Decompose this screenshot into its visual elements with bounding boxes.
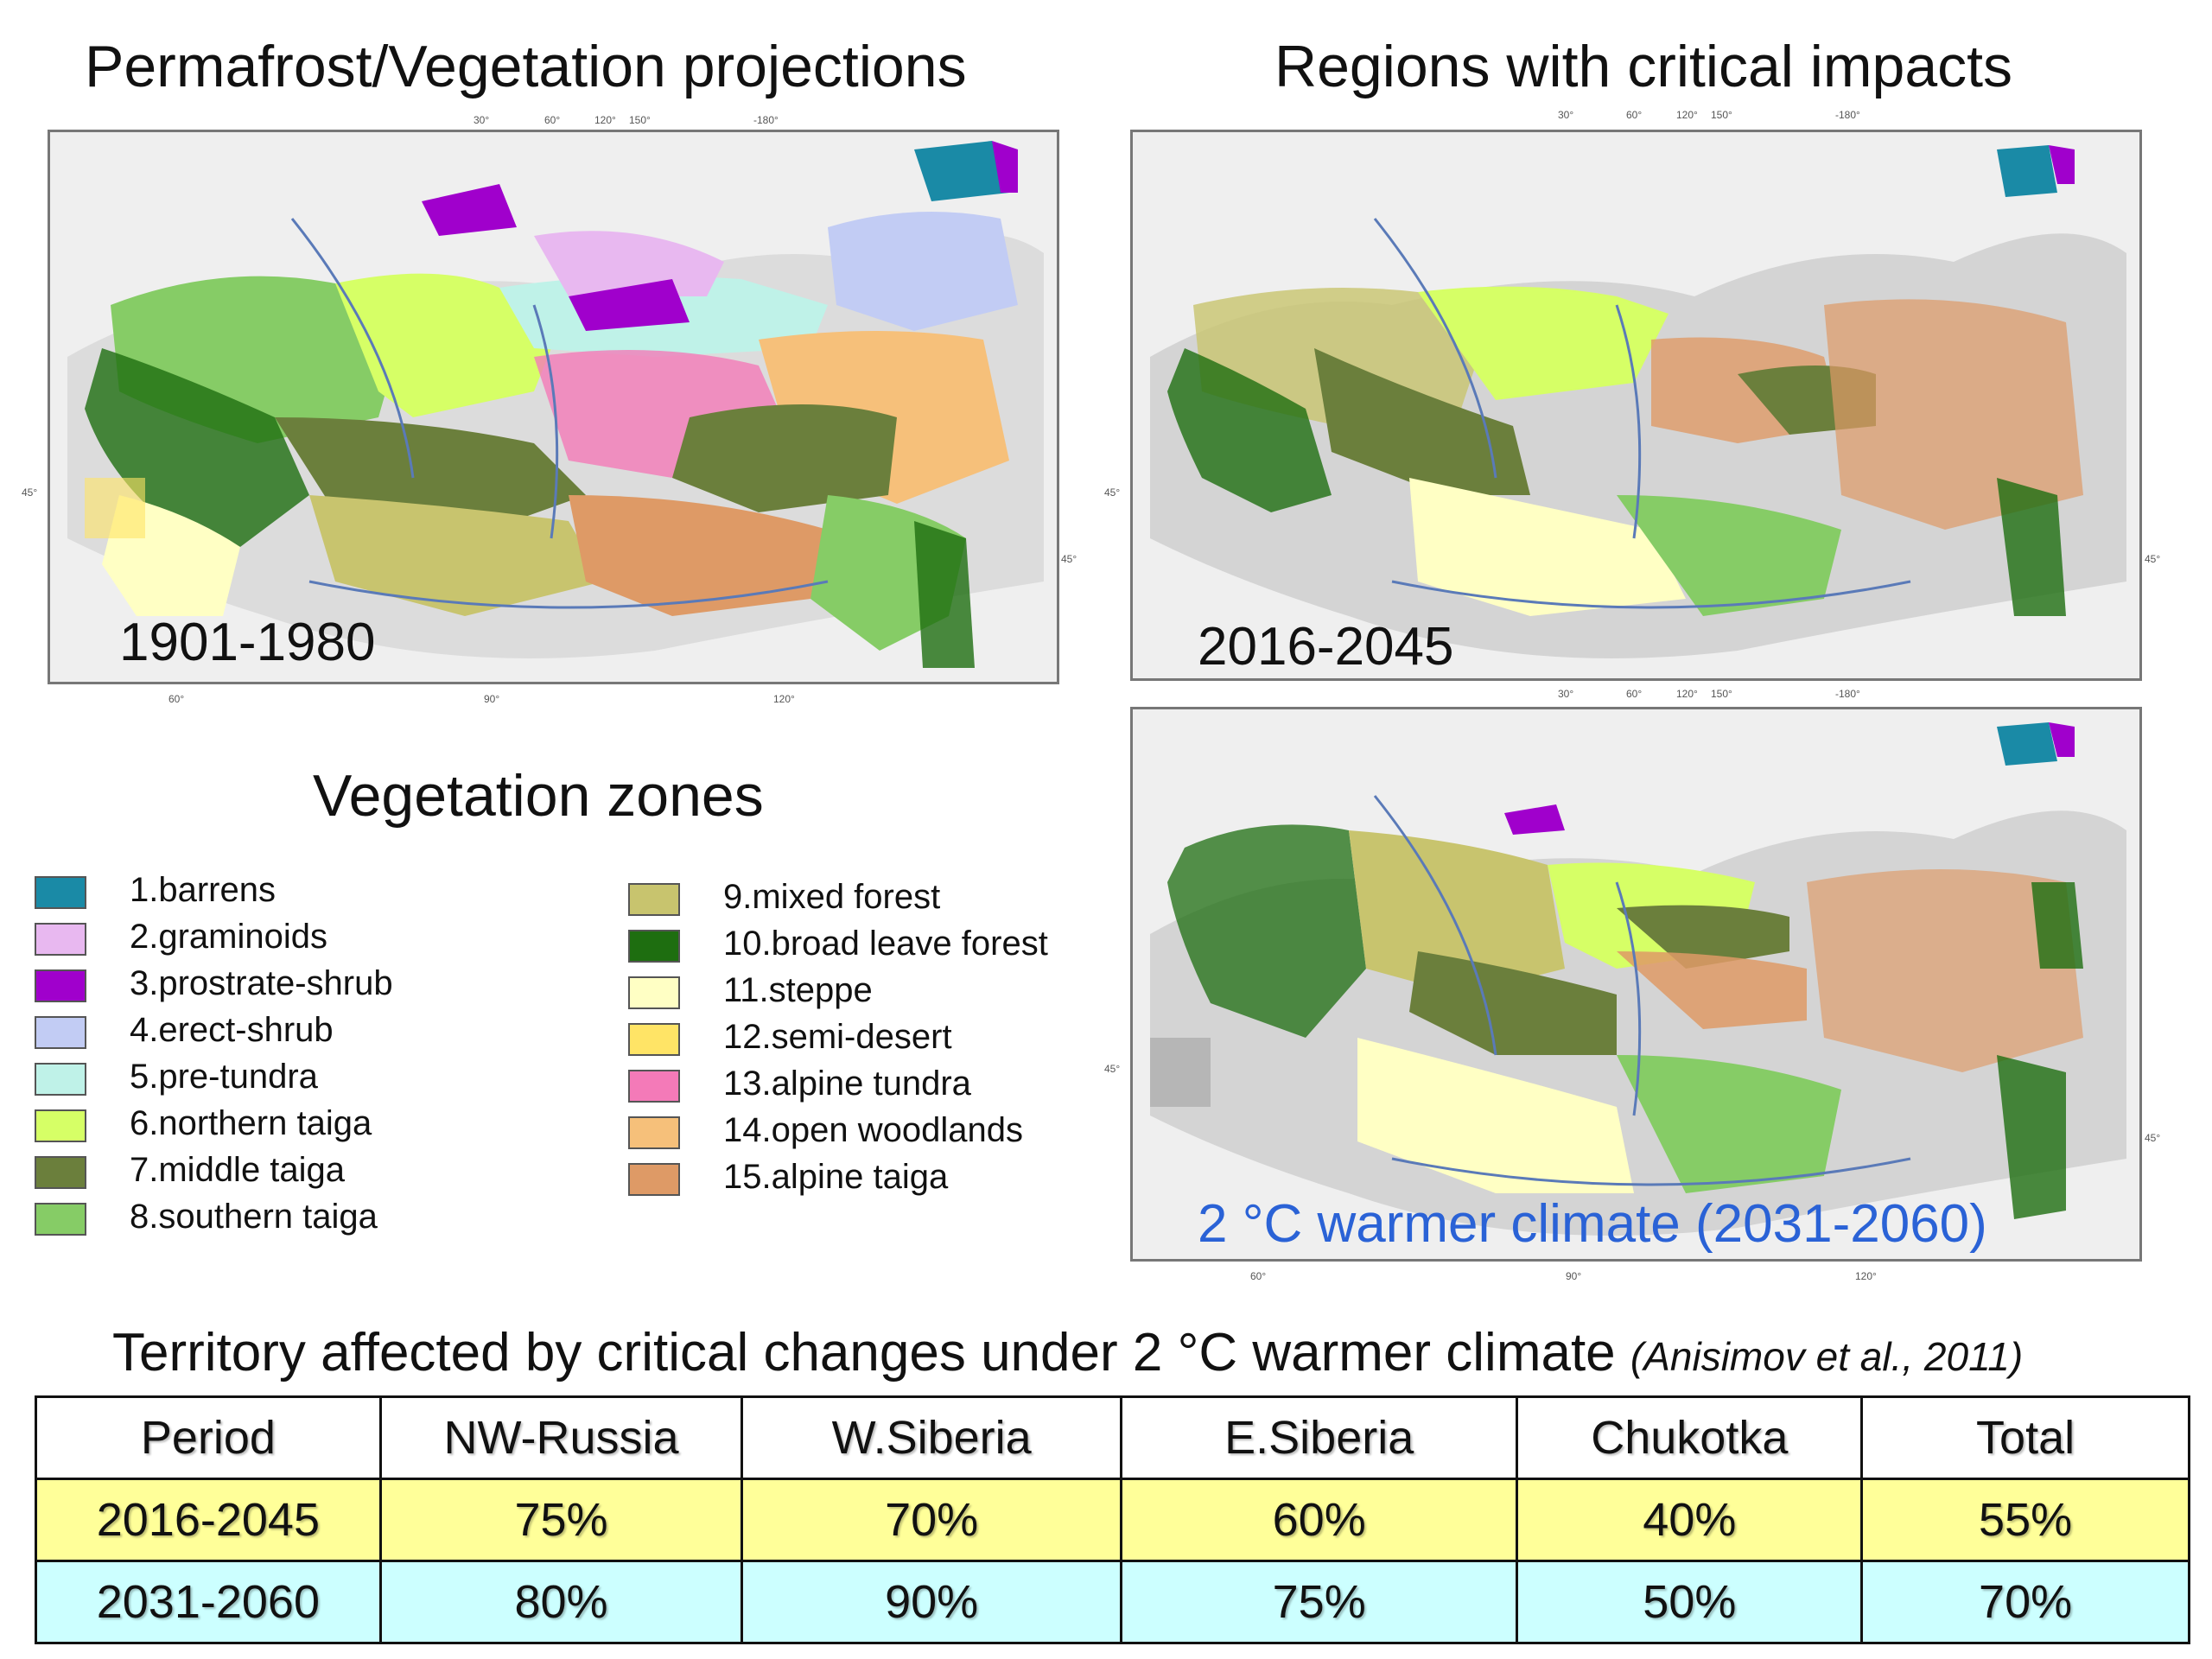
header-total: Total — [1860, 1395, 2190, 1480]
tick-lat-left-b: 45° — [1104, 486, 1121, 499]
tick-lat-right-c: 45° — [2145, 1132, 2161, 1144]
tick-top-150-a: 150° — [629, 114, 651, 126]
legend-swatch — [628, 883, 680, 916]
legend-label: 1.barrens — [130, 871, 276, 909]
table-title: Territory affected by critical changes u… — [112, 1322, 2023, 1383]
legend-label: 11.steppe — [723, 971, 873, 1009]
legend-swatch — [35, 1203, 86, 1236]
cell-e-siberia: 60% — [1119, 1478, 1519, 1562]
tick-lat-left-a: 45° — [22, 486, 38, 499]
legend-label: 5.pre-tundra — [130, 1058, 318, 1096]
table-header-row: Period NW-Russia W.Siberia E.Siberia Chu… — [35, 1395, 2190, 1480]
table-title-text: Territory affected by critical changes u… — [112, 1323, 1616, 1382]
tick-lat-left-c: 45° — [1104, 1063, 1121, 1075]
legend-swatch — [628, 1070, 680, 1103]
legend-label: 15.alpine taiga — [723, 1158, 949, 1196]
legend-label: 7.middle taiga — [130, 1151, 346, 1189]
header-w-siberia: W.Siberia — [741, 1395, 1122, 1480]
legend-swatch — [35, 876, 86, 909]
legend-label: 6.northern taiga — [130, 1104, 372, 1142]
legend-label: 3.prostrate-shrub — [130, 964, 393, 1002]
table-citation: (Anisimov et al., 2011) — [1630, 1334, 2024, 1379]
map-historic: 1901-1980 — [48, 130, 1059, 684]
tick-top-120-a: 120° — [594, 114, 616, 126]
tick-lat-right-a: 45° — [1061, 553, 1077, 565]
tick-top-60-a: 60° — [544, 114, 561, 126]
tick-bottom-90-c: 90° — [1566, 1270, 1582, 1282]
cell-chukotka: 50% — [1516, 1560, 1864, 1644]
map-near-term-impacts — [1133, 132, 2139, 678]
cell-nw-russia: 80% — [378, 1560, 744, 1644]
right-title: Regions with critical impacts — [1274, 34, 2013, 99]
cell-nw-russia: 75% — [378, 1478, 744, 1562]
header-chukotka: Chukotka — [1516, 1395, 1864, 1480]
tick-bottom-60-a: 60° — [168, 693, 185, 705]
tick-bottom-60-c: 60° — [1250, 1270, 1267, 1282]
cell-chukotka: 40% — [1516, 1478, 1864, 1562]
cell-total: 70% — [1860, 1560, 2190, 1644]
cell-total: 55% — [1860, 1478, 2190, 1562]
legend-label: 2.graminoids — [130, 918, 328, 956]
tick-top-30-a: 30° — [474, 114, 490, 126]
map-near-term-period: 2016-2045 — [1198, 617, 1454, 677]
legend-label: 14.open woodlands — [723, 1111, 1023, 1149]
map-near-term: 2016-2045 — [1130, 130, 2142, 681]
legend-swatch — [35, 969, 86, 1002]
tick-top-180-a: -180° — [753, 114, 779, 126]
map-historic-period: 1901-1980 — [119, 613, 376, 672]
cell-period: 2031-2060 — [35, 1560, 382, 1644]
legend-swatch — [35, 1156, 86, 1189]
legend-swatch — [35, 923, 86, 956]
legend-swatch — [628, 1116, 680, 1149]
legend-swatch — [35, 1063, 86, 1096]
legend-label: 10.broad leave forest — [723, 925, 1048, 963]
cell-period: 2016-2045 — [35, 1478, 382, 1562]
legend-label: 8.southern taiga — [130, 1198, 378, 1236]
tick-bottom-120-a: 120° — [773, 693, 795, 705]
legend-label: 13.alpine tundra — [723, 1065, 971, 1103]
header-nw-russia: NW-Russia — [378, 1395, 744, 1480]
table-row: 2016-2045 75% 70% 60% 40% 55% — [35, 1478, 2190, 1562]
tick-top-30-b: 30° — [1558, 109, 1574, 121]
table-row: 2031-2060 80% 90% 75% 50% 70% — [35, 1560, 2190, 1644]
tick-top-30-c: 30° — [1558, 688, 1574, 700]
header-e-siberia: E.Siberia — [1119, 1395, 1519, 1480]
tick-bottom-90-a: 90° — [484, 693, 500, 705]
legend-label: 9.mixed forest — [723, 878, 941, 916]
legend-label: 12.semi-desert — [723, 1018, 952, 1056]
cell-w-siberia: 70% — [741, 1478, 1122, 1562]
tick-top-60-c: 60° — [1626, 688, 1643, 700]
legend-swatch — [628, 1023, 680, 1056]
map-warm-climate-period: 2 °C warmer climate (2031-2060) — [1198, 1194, 1987, 1254]
map-historic-vegetation — [50, 132, 1057, 682]
impact-table: Period NW-Russia W.Siberia E.Siberia Chu… — [35, 1395, 2190, 1644]
tick-top-180-c: -180° — [1835, 688, 1860, 700]
tick-top-60-b: 60° — [1626, 109, 1643, 121]
tick-top-120-c: 120° — [1676, 688, 1698, 700]
legend-label: 4.erect-shrub — [130, 1011, 334, 1049]
legend-swatch — [628, 976, 680, 1009]
cell-w-siberia: 90% — [741, 1560, 1122, 1644]
tick-top-150-c: 150° — [1711, 688, 1732, 700]
header-period: Period — [35, 1395, 382, 1480]
legend-swatch — [35, 1016, 86, 1049]
legend-swatch — [628, 930, 680, 963]
left-title: Permafrost/Vegetation projections — [85, 34, 967, 99]
legend-swatch — [35, 1109, 86, 1142]
legend-title: Vegetation zones — [313, 763, 764, 829]
tick-top-120-b: 120° — [1676, 109, 1698, 121]
cell-e-siberia: 75% — [1119, 1560, 1519, 1644]
tick-lat-right-b: 45° — [2145, 553, 2161, 565]
legend-swatch — [628, 1163, 680, 1196]
map-warm-climate: 2 °C warmer climate (2031-2060) — [1130, 707, 2142, 1262]
tick-top-150-b: 150° — [1711, 109, 1732, 121]
tick-top-180-b: -180° — [1835, 109, 1860, 121]
tick-bottom-120-c: 120° — [1855, 1270, 1877, 1282]
map-warm-climate-impacts — [1133, 709, 2139, 1259]
